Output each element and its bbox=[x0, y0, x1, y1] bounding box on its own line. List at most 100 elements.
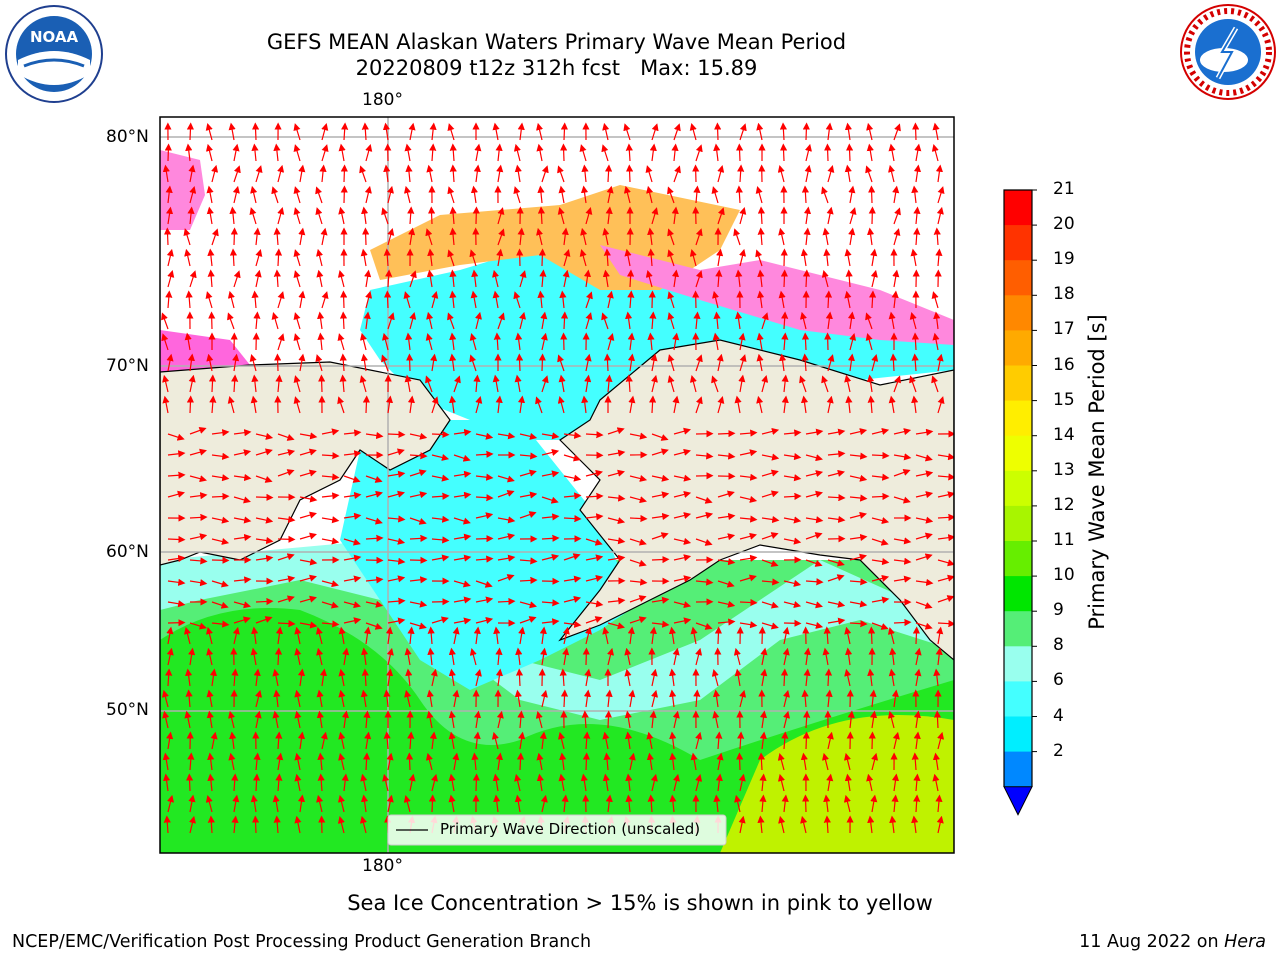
wave-direction-arrow bbox=[645, 165, 653, 183]
wave-direction-arrow bbox=[364, 731, 372, 750]
wave-direction-arrow bbox=[209, 668, 218, 687]
wave-direction-arrow bbox=[579, 144, 587, 162]
wave-direction-arrow bbox=[557, 165, 565, 183]
wave-direction-arrow bbox=[207, 773, 215, 792]
wave-direction-arrow bbox=[408, 773, 416, 792]
wave-direction-arrow bbox=[649, 311, 657, 330]
wave-direction-arrow bbox=[365, 622, 383, 630]
wave-direction-arrow bbox=[253, 311, 261, 330]
wave-direction-arrow bbox=[849, 452, 868, 460]
wave-direction-arrow bbox=[826, 731, 834, 750]
wave-direction-arrow bbox=[426, 689, 434, 708]
wave-direction-arrow bbox=[581, 710, 589, 729]
wave-direction-arrow bbox=[757, 815, 765, 834]
wave-direction-arrow bbox=[667, 186, 675, 204]
wave-direction-arrow bbox=[827, 428, 846, 436]
wave-direction-arrow bbox=[474, 668, 482, 687]
wave-direction-arrow bbox=[563, 492, 582, 500]
wave-direction-arrow bbox=[560, 311, 569, 330]
noaa-logo: NOAA bbox=[5, 5, 103, 103]
wave-direction-arrow bbox=[802, 269, 811, 288]
wave-direction-arrow bbox=[492, 269, 500, 288]
wave-direction-arrow bbox=[360, 353, 369, 372]
wave-direction-arrow bbox=[233, 496, 251, 504]
wave-direction-arrow bbox=[206, 185, 214, 204]
wave-direction-arrow bbox=[452, 689, 460, 708]
colorbar-tick-label: 16 bbox=[1053, 354, 1075, 375]
wave-direction-arrow bbox=[647, 248, 655, 267]
wave-direction-arrow bbox=[735, 185, 743, 204]
wave-direction-arrow bbox=[475, 450, 494, 458]
wave-direction-arrow bbox=[827, 559, 845, 567]
wave-direction-arrow bbox=[871, 517, 890, 525]
wave-direction-arrow bbox=[409, 534, 428, 542]
wave-direction-arrow bbox=[342, 647, 350, 666]
wave-direction-arrow bbox=[909, 312, 917, 330]
wave-direction-arrow bbox=[695, 496, 713, 504]
colorbar-segment bbox=[1004, 681, 1032, 717]
wave-direction-arrow bbox=[448, 710, 456, 729]
wave-direction-arrow bbox=[563, 553, 581, 561]
wave-direction-arrow bbox=[519, 511, 537, 519]
wave-direction-arrow bbox=[739, 689, 747, 708]
wave-direction-arrow bbox=[646, 731, 654, 750]
wave-direction-arrow bbox=[651, 620, 670, 628]
wave-direction-arrow bbox=[493, 626, 501, 645]
wave-direction-arrow bbox=[695, 578, 714, 586]
wave-direction-arrow bbox=[601, 144, 609, 162]
wave-direction-arrow bbox=[255, 249, 263, 267]
wave-direction-arrow bbox=[887, 627, 895, 645]
wave-direction-arrow bbox=[495, 143, 503, 162]
colorbar-tick-label: 20 bbox=[1053, 214, 1075, 235]
wave-direction-arrow bbox=[602, 227, 610, 246]
wave-direction-arrow bbox=[186, 395, 195, 414]
wave-direction-arrow bbox=[337, 333, 345, 351]
wave-direction-arrow bbox=[338, 689, 346, 708]
wave-direction-arrow bbox=[408, 227, 416, 246]
wave-direction-arrow bbox=[915, 516, 934, 524]
wave-direction-arrow bbox=[937, 396, 945, 414]
wave-direction-arrow bbox=[362, 227, 370, 246]
wave-direction-arrow bbox=[407, 395, 415, 414]
wave-direction-arrow bbox=[253, 668, 261, 687]
wave-direction-arrow bbox=[298, 227, 306, 246]
lon-label-top: 180° bbox=[362, 90, 403, 110]
wave-direction-arrow bbox=[711, 669, 719, 687]
wave-direction-arrow bbox=[823, 815, 831, 834]
wave-direction-arrow bbox=[232, 794, 240, 813]
colorbar-segment bbox=[1004, 190, 1032, 226]
wave-direction-arrow bbox=[185, 290, 193, 309]
wave-direction-arrow bbox=[871, 596, 890, 604]
wave-direction-arrow bbox=[209, 395, 217, 414]
wave-direction-arrow bbox=[936, 626, 944, 645]
wave-direction-arrow bbox=[211, 620, 230, 628]
footer-date: 11 Aug 2022 on Hera bbox=[1079, 932, 1266, 952]
wave-direction-arrow bbox=[844, 164, 852, 183]
wave-direction-arrow bbox=[403, 185, 411, 204]
wave-direction-arrow bbox=[294, 626, 302, 645]
colorbar-segment bbox=[1004, 541, 1032, 577]
wave-direction-arrow bbox=[365, 490, 383, 498]
wave-direction-arrow bbox=[627, 626, 635, 645]
wave-direction-arrow bbox=[294, 689, 302, 708]
wave-direction-arrow bbox=[715, 773, 723, 792]
wave-direction-arrow bbox=[911, 332, 919, 351]
wave-direction-arrow bbox=[558, 374, 566, 393]
wave-direction-arrow bbox=[277, 164, 285, 183]
wave-direction-arrow bbox=[915, 601, 933, 609]
wave-direction-arrow bbox=[802, 731, 810, 750]
wave-direction-arrow bbox=[341, 773, 349, 792]
wave-direction-arrow bbox=[497, 574, 515, 582]
wave-direction-arrow bbox=[559, 752, 567, 771]
wave-direction-arrow bbox=[166, 731, 174, 750]
wave-direction-arrow bbox=[783, 452, 802, 461]
wave-direction-arrow bbox=[206, 353, 214, 372]
wave-direction-arrow bbox=[250, 647, 258, 666]
wave-direction-arrow bbox=[321, 516, 340, 524]
wave-direction-arrow bbox=[560, 122, 569, 141]
wave-direction-arrow bbox=[316, 794, 324, 813]
wave-direction-arrow bbox=[695, 622, 713, 630]
wave-direction-arrow bbox=[318, 374, 326, 393]
wave-direction-arrow bbox=[559, 290, 567, 309]
wave-direction-arrow bbox=[559, 668, 567, 687]
